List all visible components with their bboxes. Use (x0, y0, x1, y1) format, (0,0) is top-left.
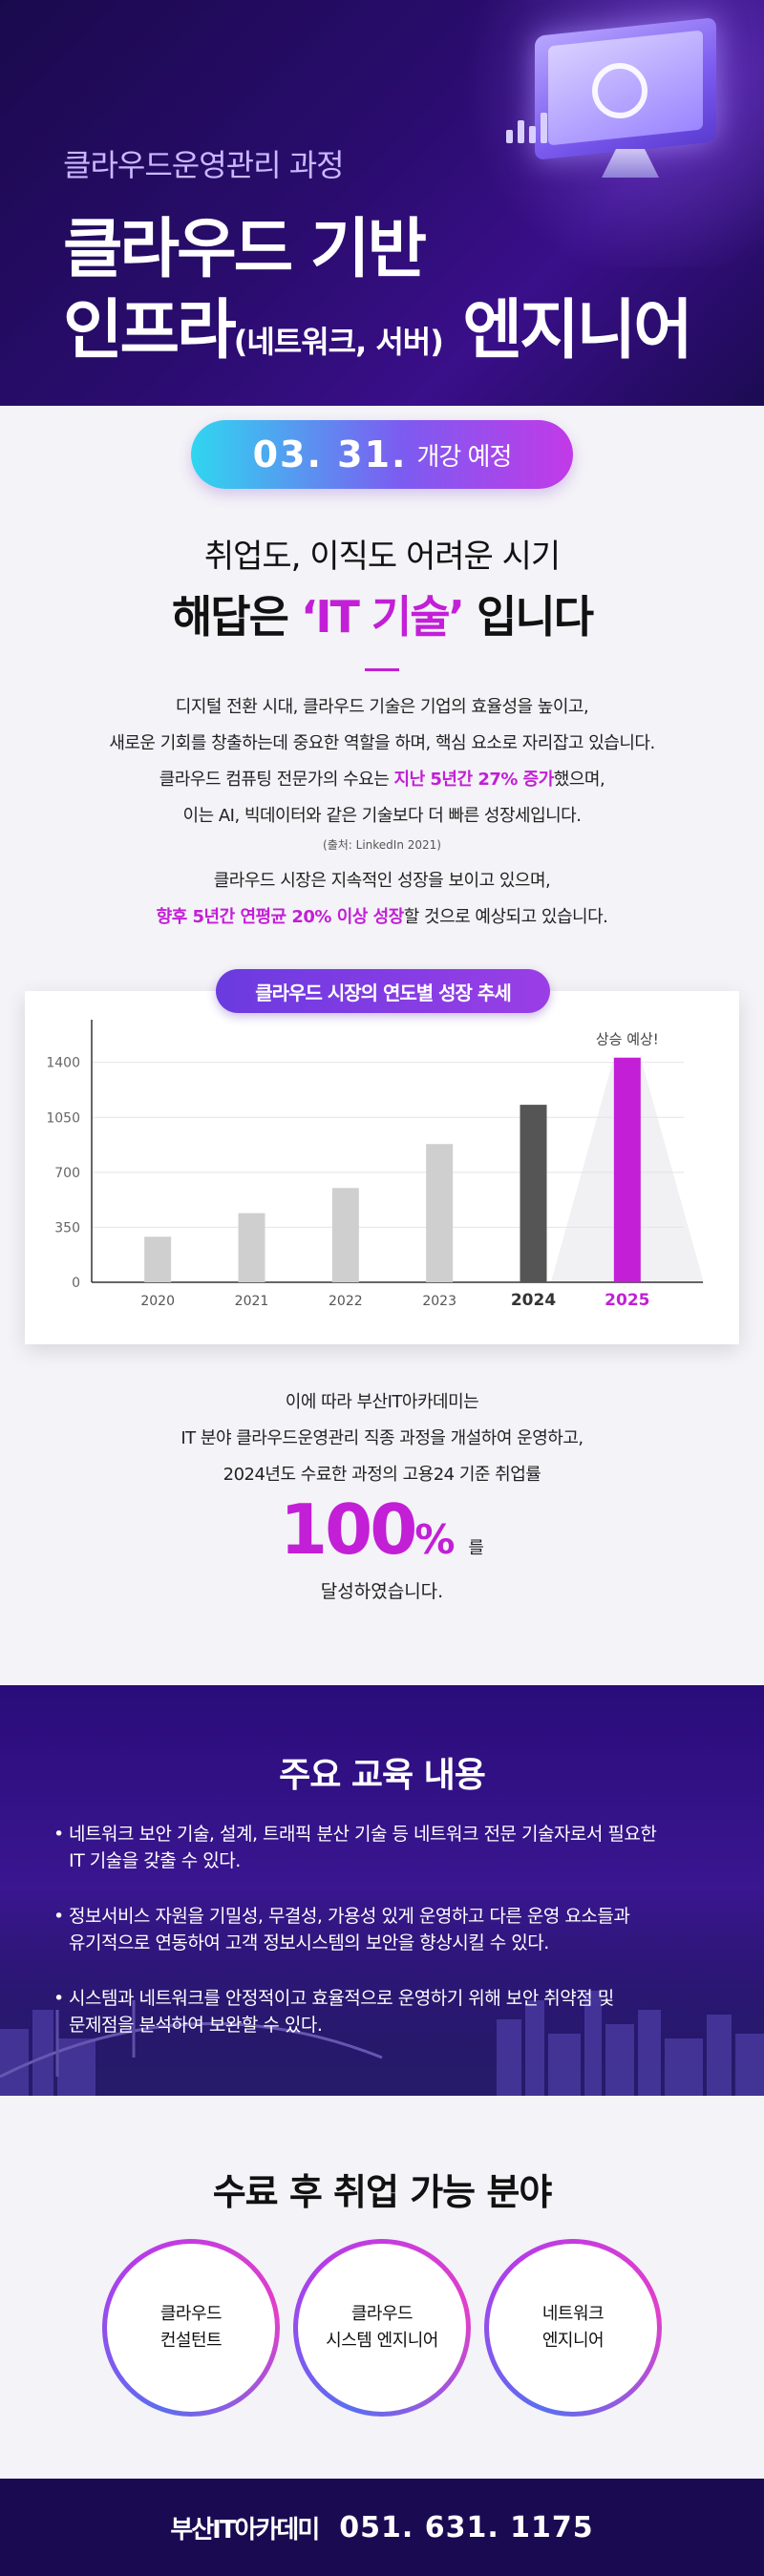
curriculum-section: 주요 교육 내용 네트워크 보안 기술, 설계, 트래픽 분산 기술 등 네트워… (0, 1685, 764, 2096)
curriculum-title: 주요 교육 내용 (279, 1756, 486, 1795)
growth-chart: 0 350 700 1050 1400 2020 2021 2022 2023 2024 2025 상… (25, 991, 739, 1344)
demand-line2: 새로운 기회를 창출하는데 중요한 역할을 하며, 핵심 요소로 자리잡고 있습… (109, 733, 655, 753)
result-line4: 달성하였습니다. (320, 1581, 444, 1602)
intro-heading: 취업도, 이직도 어려운 시기 해답은 ‘IT 기술’ 입니다 (0, 530, 764, 645)
intro-highlight: ‘IT 기술’ (300, 591, 465, 643)
employment-rate: 100% 를 (0, 1489, 764, 1570)
demand-line3-pre: 클라우드 컴퓨팅 전문가의 수요는 (159, 770, 394, 790)
demand-paragraph: 디지털 전환 시대, 클라우드 기술은 기업의 효율성을 높이고, 새로운 기회… (0, 689, 764, 834)
bar-2020 (144, 1236, 172, 1282)
opening-date: 03. 31. (252, 433, 408, 475)
market-highlight: 향후 5년간 연평균 20% 이상 성장 (156, 907, 405, 927)
hero-title-line1: 클라우드 기반 (63, 212, 427, 287)
career-label-line2: 컨설턴트 (159, 2331, 223, 2351)
career-label-line1: 클라우드 (350, 2304, 414, 2324)
curriculum-item-line1: 정보서비스 자원을 기밀성, 무결성, 가용성 있게 운영하고 다른 운영 요소… (69, 1906, 630, 1927)
market-line2-post: 할 것으로 예상되고 있습니다. (403, 907, 608, 927)
curriculum-item-line1: 시스템과 네트워크를 안정적이고 효율적으로 운영하기 위해 보안 취약점 및 (69, 1988, 614, 2009)
y-tick-label: 0 (72, 1276, 80, 1291)
hero-title-infra: 인프라 (63, 293, 237, 369)
city-skyline-image (0, 1991, 764, 2096)
career-label-line1: 클라우드 (159, 2304, 223, 2324)
result-line1: 이에 따라 부산IT아카데미는 (285, 1392, 479, 1412)
demand-line1: 디지털 전환 시대, 클라우드 기술은 기업의 효율성을 높이고, (175, 697, 589, 717)
market-paragraph: 클라우드 시장은 지속적인 성장을 보이고 있으며, 향후 5년간 연평균 20… (0, 863, 764, 936)
intro-line1: 취업도, 이직도 어려운 시기 (203, 538, 561, 576)
employment-rate-suffix: 를 (468, 1538, 484, 1558)
market-line2: 향후 5년간 연평균 20% 이상 성장할 것으로 예상되고 있습니다. (0, 899, 764, 936)
growth-chart-svg: 0 350 700 1050 1400 2020 2021 2022 2023 2024 2025 상… (46, 1020, 704, 1310)
x-tick-label: 2025 (605, 1291, 649, 1310)
bar-graph-icon (506, 113, 547, 143)
x-tick-label: 2023 (422, 1294, 456, 1309)
demand-highlight: 지난 5년간 27% 증가 (393, 770, 555, 790)
intro-line2-pre: 해답은 (171, 591, 301, 643)
demand-line3: 클라우드 컴퓨팅 전문가의 수요는 지난 5년간 27% 증가했으며, (0, 762, 764, 798)
hero-banner: 클라우드운영관리 과정 클라우드 기반 인프라(네트워크, 서버) 엔지니어 (0, 0, 764, 406)
hero-title-engineer: 엔지니어 (442, 293, 693, 369)
result-line3: 2024년도 수료한 과정의 고용24 기준 취업률 (223, 1465, 541, 1485)
curriculum-item-line2: 유기적으로 연동하여 고객 정보시스템의 보안을 향상시킬 수 있다. (69, 1932, 549, 1953)
opening-date-badge: 03. 31. 개강 예정 (191, 420, 573, 489)
result-text: 이에 따라 부산IT아카데미는 IT 분야 클라우드운영관리 직종 과정을 개설… (0, 1384, 764, 1493)
hero-title-line2: 인프라(네트워크, 서버) 엔지니어 (63, 277, 693, 371)
curriculum-item: 네트워크 보안 기술, 설계, 트래픽 분산 기술 등 네트워크 전문 기술자로… (53, 1821, 722, 1874)
section-divider (365, 668, 399, 671)
y-tick-label: 350 (54, 1220, 80, 1235)
curriculum-item: 시스템과 네트워크를 안정적이고 효율적으로 운영하기 위해 보안 취약점 및문… (53, 1985, 722, 2038)
phone-number[interactable]: 051. 631. 1175 (339, 2510, 594, 2544)
x-tick-label: 2024 (511, 1291, 556, 1310)
result-line2: IT 분야 클라우드운영관리 직종 과정을 개설하여 운영하고, (180, 1428, 584, 1448)
course-name: 클라우드운영관리 과정 (63, 147, 345, 183)
market-line1: 클라우드 시장은 지속적인 성장을 보이고 있으며, (213, 871, 551, 891)
curriculum-item-line1: 네트워크 보안 기술, 설계, 트래픽 분산 기술 등 네트워크 전문 기술자로… (69, 1824, 657, 1845)
curriculum-item-line2: 문제점을 분석하여 보완할 수 있다. (69, 2015, 323, 2036)
bar-2023 (426, 1144, 454, 1282)
y-tick-label: 1400 (46, 1056, 80, 1071)
forecast-annotation: 상승 예상! (596, 1031, 659, 1048)
monitor-illustration (506, 17, 726, 189)
intro-line2-post: 입니다 (463, 591, 594, 643)
curriculum-item: 정보서비스 자원을 기밀성, 무결성, 가용성 있게 운영하고 다른 운영 요소… (53, 1903, 722, 1956)
y-tick-label: 1050 (46, 1110, 80, 1126)
bar-2024 (520, 1105, 547, 1282)
bar-2021 (238, 1213, 265, 1282)
brand-logo: 부산IT아카데미 (170, 2515, 320, 2544)
curriculum-item-line2: IT 기술을 갖출 수 있다. (69, 1850, 241, 1871)
hero-title-parenthetical: (네트워크, 서버) (233, 324, 444, 360)
y-tick-label: 700 (54, 1166, 80, 1181)
footer: 부산IT아카데미 051. 631. 1175 (0, 2479, 764, 2576)
intro-line2: 해답은 ‘IT 기술’ 입니다 (0, 582, 764, 645)
demand-line3-post: 했으며, (553, 770, 605, 790)
demand-line4: 이는 AI, 빅데이터와 같은 기술보다 더 빠른 성장세입니다. (182, 806, 582, 826)
career-label-line1: 네트워크 (541, 2304, 605, 2324)
curriculum-list: 네트워크 보안 기술, 설계, 트래픽 분산 기술 등 네트워크 전문 기술자로… (53, 1821, 722, 2067)
careers-title: 수료 후 취업 가능 분야 (212, 2171, 553, 2213)
gear-icon (592, 63, 647, 118)
source-citation: (출처: LinkedIn 2021) (323, 838, 441, 852)
career-label-line2: 엔지니어 (541, 2331, 605, 2351)
employment-rate-number: 100 (280, 1489, 417, 1570)
career-label-line2: 시스템 엔지니어 (326, 2331, 438, 2351)
x-tick-label: 2021 (235, 1294, 269, 1309)
chart-title-pill: 클라우드 시장의 연도별 성장 추세 (216, 969, 550, 1013)
opening-label: 개강 예정 (416, 442, 512, 472)
x-tick-label: 2020 (140, 1294, 175, 1309)
employment-rate-sign: % (414, 1516, 456, 1563)
bar-2022 (331, 1188, 359, 1282)
x-tick-label: 2022 (329, 1294, 363, 1309)
bar-2025 (613, 1057, 641, 1282)
